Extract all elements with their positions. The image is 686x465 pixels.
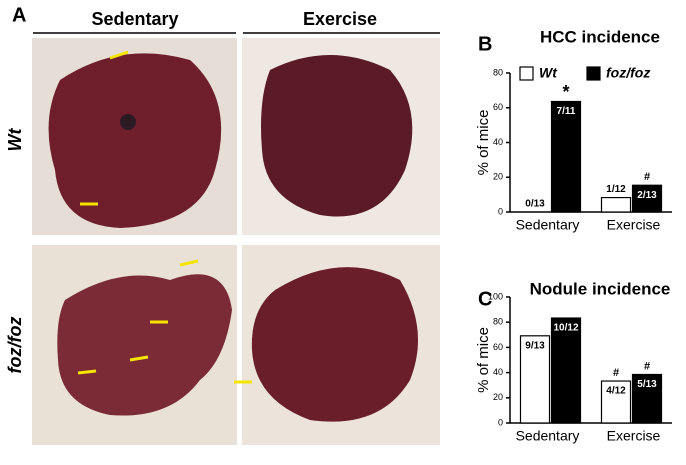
row-label: Wt [5,128,25,152]
x-tick-label: Exercise [607,217,661,233]
y-tick-label: 20 [493,172,503,182]
row-label: foz/foz [5,317,25,374]
y-tick-label: 20 [493,392,503,402]
value-label: 10/12 [553,323,578,334]
y-tick-label: 40 [493,367,503,377]
legend-swatch [519,66,534,81]
value-label: 2/13 [637,190,657,201]
significance-marker: * [562,82,569,102]
x-tick-label: Sedentary [516,428,580,444]
panel-label: A [12,4,26,26]
column-label: Exercise [303,9,377,29]
y-tick-label: 100 [488,291,503,301]
chart-title: HCC incidence [540,27,660,46]
photo [32,38,237,235]
legend-label: Wt [539,65,558,81]
bar [550,100,582,213]
value-label: 9/13 [525,340,545,351]
y-tick-label: 80 [493,67,503,77]
column-label: Sedentary [91,9,178,29]
y-tick-label: 40 [493,137,503,147]
photo [242,38,440,235]
panel-label: B [478,33,492,55]
bar [600,196,632,213]
y-tick-label: 80 [493,317,503,327]
bar [631,373,663,424]
y-tick-label: 60 [493,342,503,352]
value-label: 4/12 [606,386,626,397]
legend-label: foz/foz [606,65,650,81]
y-tick-label: 0 [498,417,503,427]
y-axis-label: % of mice [475,110,492,176]
legend-swatch [586,66,601,81]
bar [550,317,582,424]
significance-marker: # [613,367,619,379]
value-label: 7/11 [557,106,576,117]
value-label: 0/13 [525,199,545,210]
value-label: 5/13 [637,379,657,390]
bar [600,380,632,424]
bar [631,184,663,213]
significance-marker: # [644,171,650,183]
panel-label: C [478,288,492,310]
significance-marker: # [644,360,650,372]
y-axis-label: % of mice [475,327,492,393]
photo [32,245,237,445]
bar [519,335,551,424]
chart-title: Nodule incidence [530,279,671,298]
photo [234,245,440,445]
y-tick-label: 60 [493,102,503,112]
y-tick-label: 0 [498,206,503,216]
x-tick-label: Exercise [607,428,661,444]
x-tick-label: Sedentary [516,217,580,233]
value-label: 1/12 [606,184,626,195]
